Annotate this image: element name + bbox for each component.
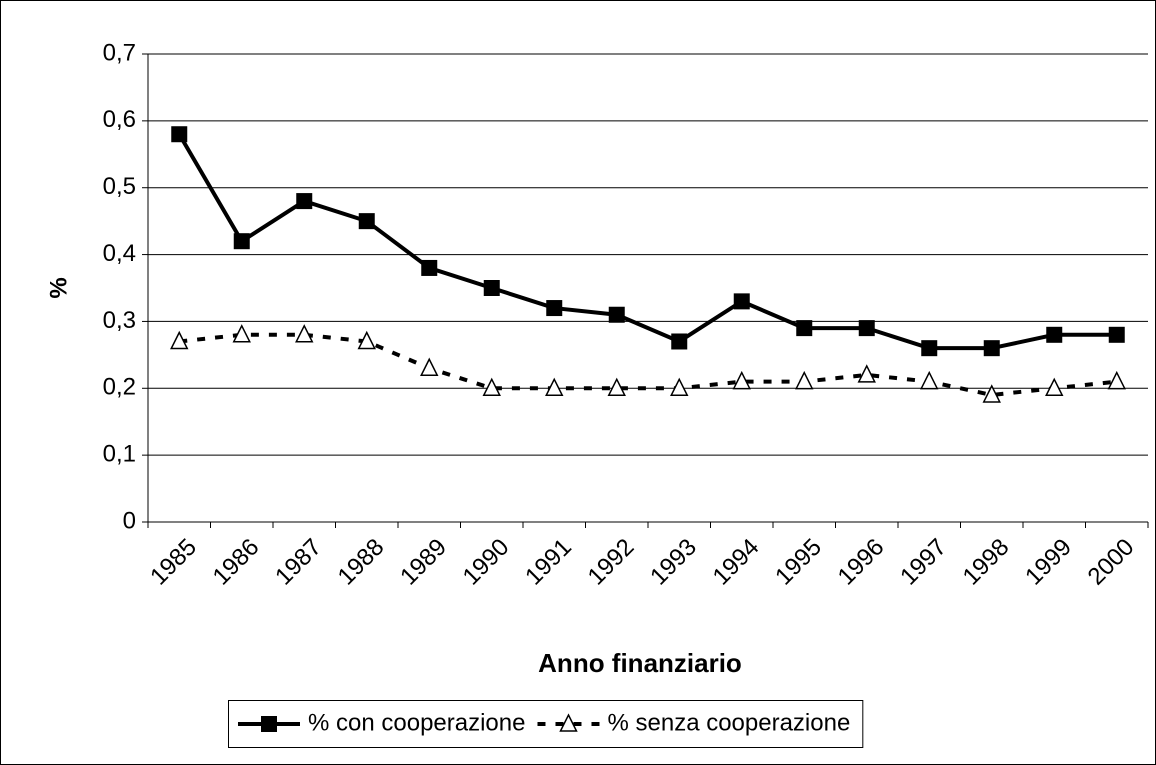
data-point bbox=[545, 377, 564, 397]
data-point bbox=[171, 126, 188, 143]
data-point bbox=[420, 357, 439, 376]
data-point bbox=[1108, 326, 1125, 343]
data-point bbox=[233, 233, 250, 250]
data-point bbox=[482, 377, 501, 397]
y-axis-title: % bbox=[45, 277, 72, 298]
data-point bbox=[732, 370, 751, 390]
x-axis-title: Anno finanziario bbox=[538, 648, 742, 678]
y-tick-label: 0,7 bbox=[103, 39, 136, 66]
data-point bbox=[295, 324, 314, 343]
data-point bbox=[733, 293, 750, 310]
series-line bbox=[179, 332, 1117, 397]
data-point bbox=[670, 377, 689, 397]
data-point bbox=[857, 364, 876, 383]
data-point bbox=[671, 333, 688, 350]
data-point bbox=[296, 193, 313, 210]
data-point bbox=[357, 330, 376, 350]
data-point bbox=[983, 340, 1000, 357]
legend-marker bbox=[559, 713, 578, 732]
y-tick-label: 0,5 bbox=[103, 173, 136, 200]
y-tick-label: 0,3 bbox=[103, 307, 136, 334]
legend-marker bbox=[261, 716, 277, 732]
data-point bbox=[796, 320, 813, 337]
y-tick-label: 0,1 bbox=[103, 440, 136, 467]
data-point bbox=[170, 330, 189, 350]
data-point bbox=[608, 306, 625, 323]
data-point bbox=[232, 324, 251, 343]
y-tick-label: 0 bbox=[123, 507, 136, 534]
legend-label: % con cooperazione bbox=[308, 709, 525, 736]
data-point bbox=[1107, 370, 1126, 390]
data-point bbox=[607, 377, 626, 397]
y-tick-label: 0,6 bbox=[103, 106, 136, 133]
legend-box bbox=[228, 700, 864, 748]
legend-label: % senza cooperazione bbox=[607, 709, 850, 736]
data-point bbox=[358, 213, 375, 230]
data-point bbox=[982, 384, 1001, 403]
y-tick-label: 0,4 bbox=[103, 240, 136, 267]
data-point bbox=[483, 280, 500, 296]
data-point bbox=[546, 300, 563, 317]
data-point bbox=[421, 259, 438, 276]
data-point bbox=[1045, 377, 1064, 397]
data-point bbox=[795, 370, 814, 390]
data-point bbox=[921, 340, 938, 357]
data-point bbox=[920, 370, 939, 390]
series-line bbox=[177, 133, 1117, 351]
data-point bbox=[1046, 326, 1063, 343]
data-point bbox=[858, 320, 875, 337]
y-tick-label: 0,2 bbox=[103, 374, 136, 401]
